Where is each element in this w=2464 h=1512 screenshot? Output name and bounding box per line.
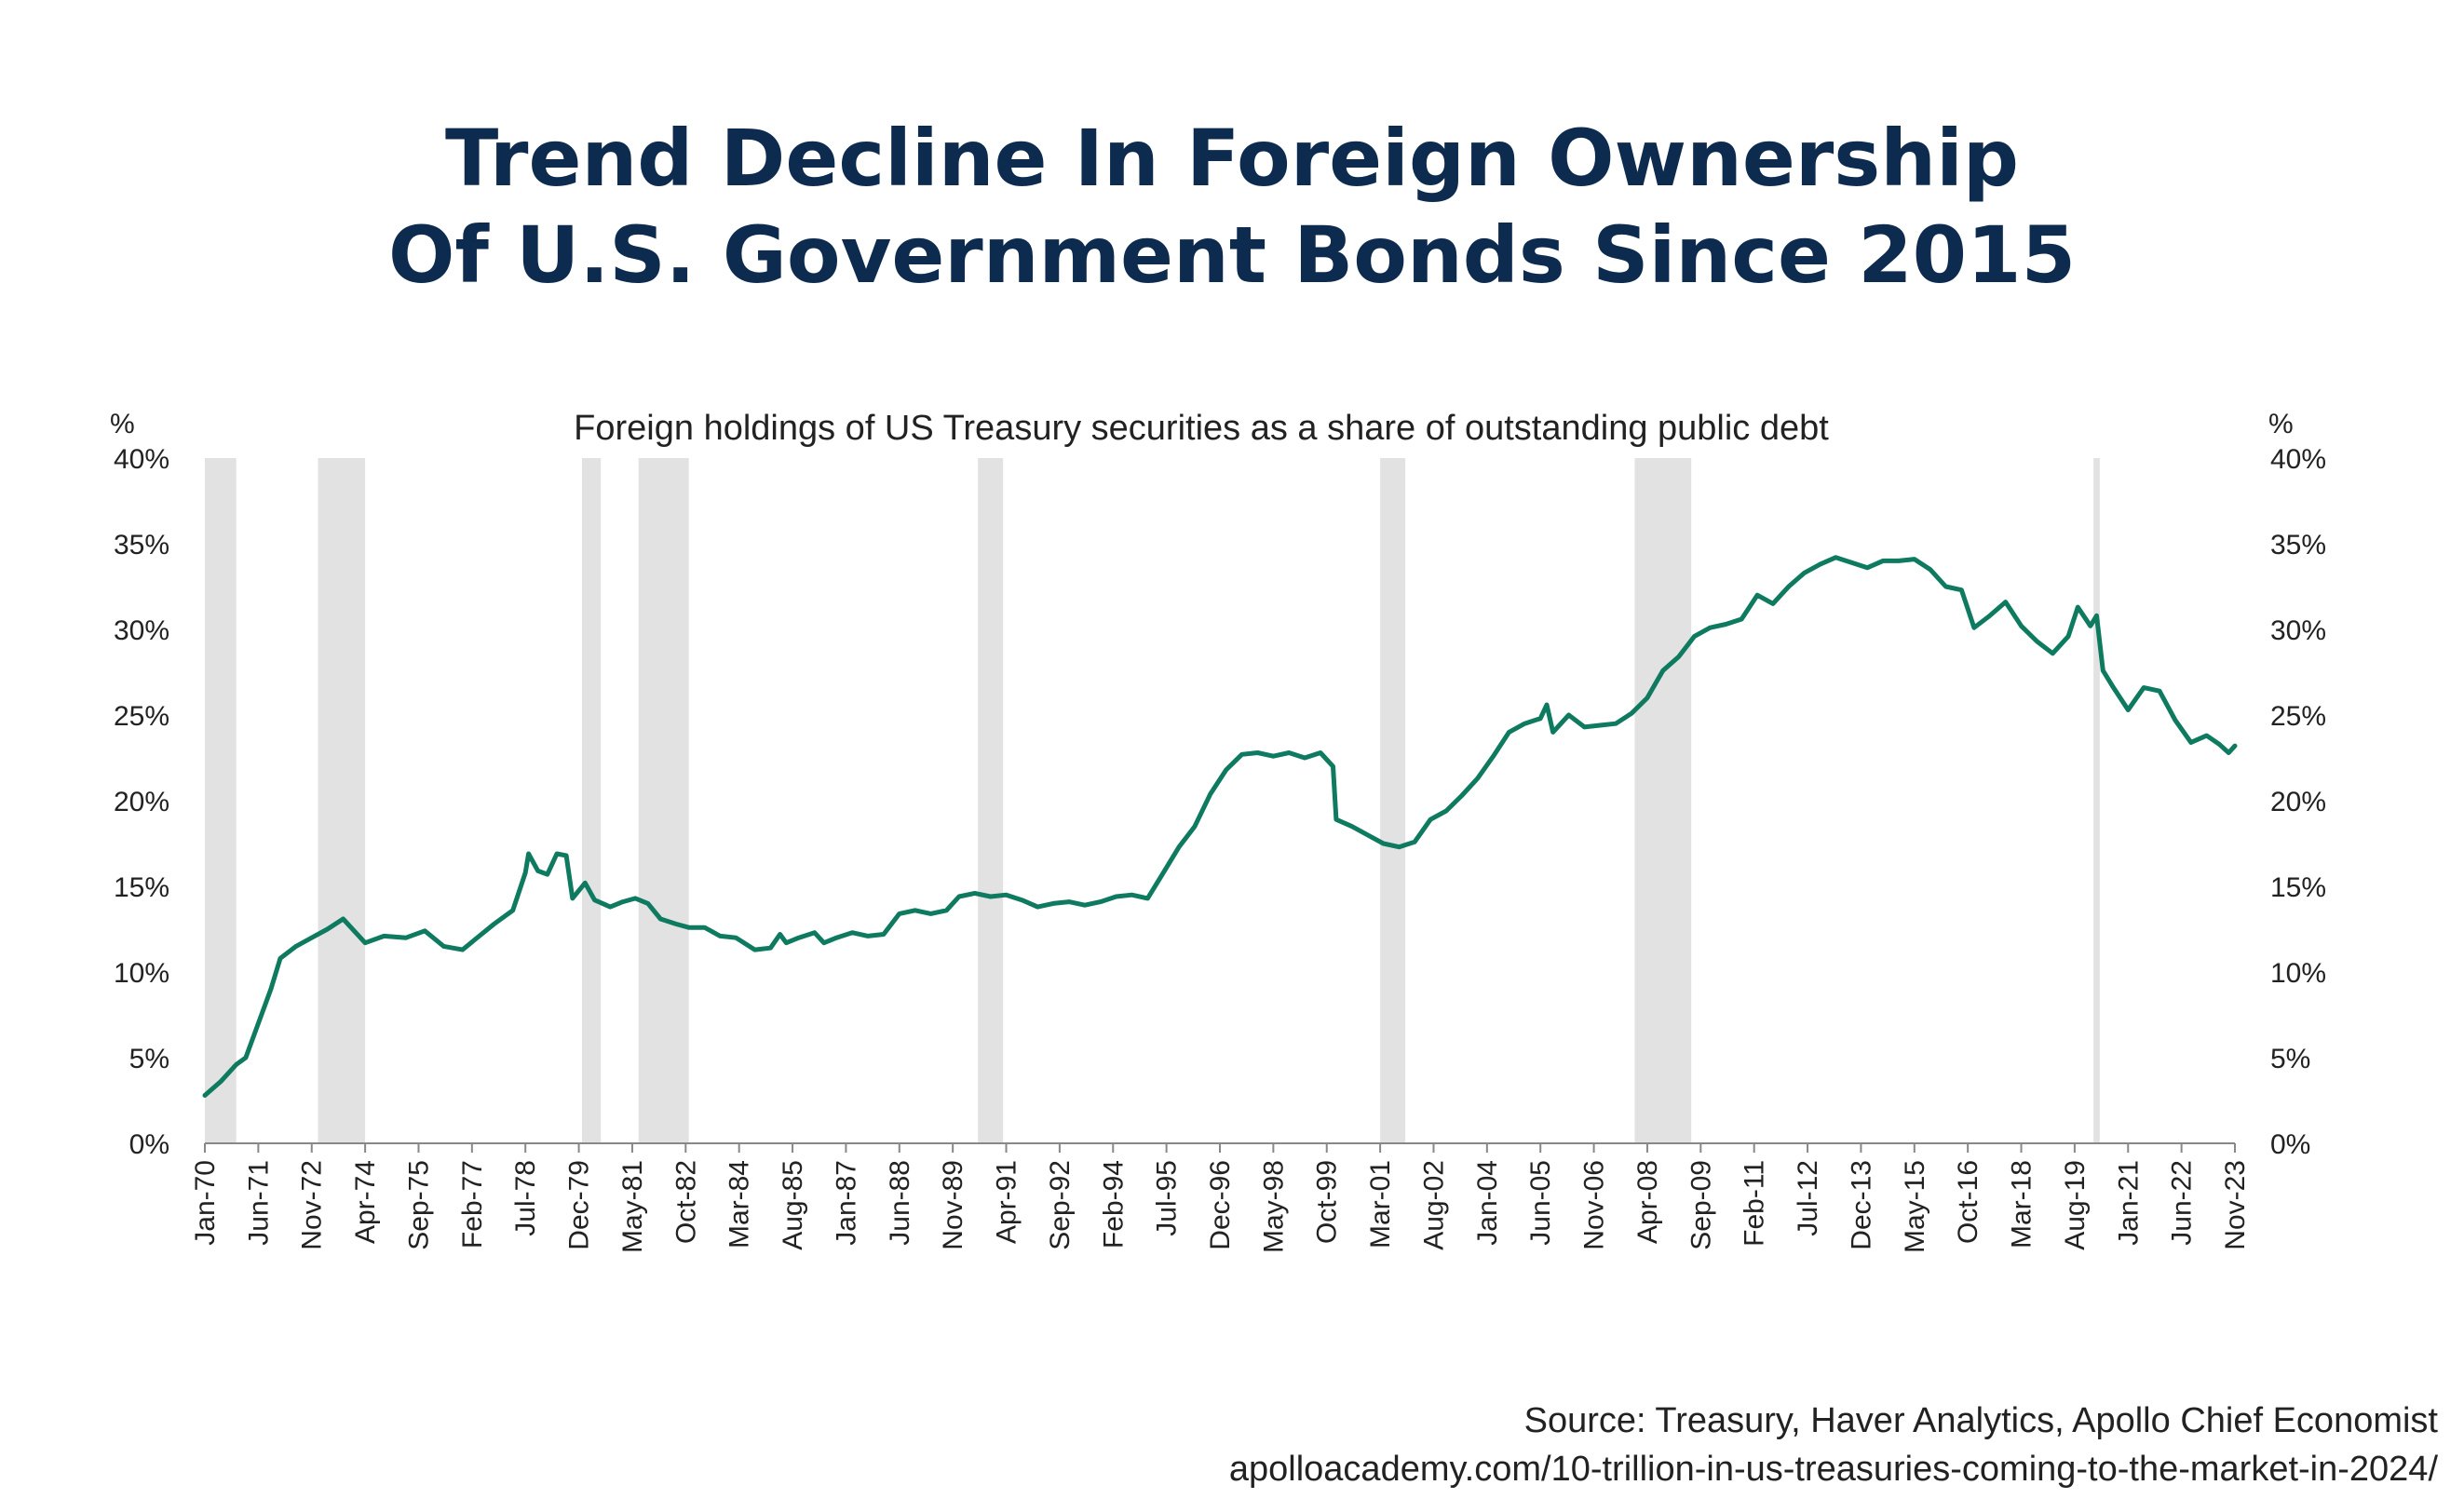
- x-tick-label: Feb-11: [1740, 1160, 1770, 1247]
- recession-shading: [205, 458, 2100, 1143]
- x-tick-label: Nov-89: [938, 1160, 968, 1250]
- y-tick-label-left: 40%: [114, 444, 169, 475]
- x-tick-label: Jun-88: [885, 1160, 915, 1246]
- x-tick-label: Mar-18: [2007, 1160, 2038, 1249]
- x-tick-label: Jan-87: [831, 1160, 861, 1246]
- x-tick-label: Sep-92: [1045, 1160, 1076, 1250]
- y-unit-left: %: [110, 409, 135, 439]
- y-tick-label-right: 0%: [2270, 1129, 2310, 1160]
- x-tick-label: Sep-75: [403, 1160, 434, 1250]
- y-tick-label-left: 15%: [114, 872, 169, 903]
- x-tick-label: Dec-13: [1846, 1160, 1876, 1250]
- x-tick-label: Jun-22: [2167, 1160, 2198, 1246]
- x-tick-label: Jul-12: [1793, 1160, 1823, 1236]
- x-tick-label: Nov-23: [2220, 1160, 2251, 1250]
- y-tick-label-left: 30%: [114, 615, 169, 646]
- x-tick-label: Apr-91: [992, 1160, 1022, 1244]
- x-axis: Jan-70 Jun-71 Nov-72 Apr-74 Sep-75 Feb-77 Jul-…: [190, 1142, 2251, 1253]
- page-title: Trend Decline In Foreign Ownership Of U.…: [0, 110, 2464, 304]
- y-tick-label-left: 10%: [114, 958, 169, 989]
- series-line: [202, 555, 2238, 1098]
- title-line-2: Of U.S. Government Bonds Since 2015: [387, 209, 2077, 301]
- recession-band: [978, 458, 1004, 1143]
- y-tick-label-right: 25%: [2270, 701, 2326, 732]
- x-tick-label: May-98: [1258, 1160, 1289, 1253]
- recession-band: [581, 458, 602, 1143]
- x-tick-label: Aug-19: [2060, 1160, 2091, 1250]
- source-line: Source: Treasury, Haver Analytics, Apoll…: [1523, 1401, 2438, 1440]
- recession-band: [318, 458, 366, 1143]
- source-url: apolloacademy.com/10-trillion-in-us-trea…: [1228, 1450, 2438, 1489]
- x-tick-label: Jan-21: [2113, 1160, 2144, 1246]
- x-tick-label: Mar-01: [1365, 1160, 1396, 1249]
- x-tick-label: Oct-16: [1953, 1160, 1983, 1244]
- y-tick-label-right: 40%: [2270, 444, 2326, 475]
- x-tick-label: Aug-02: [1418, 1160, 1449, 1250]
- y-tick-label-left: 0%: [129, 1129, 169, 1160]
- recession-band: [205, 458, 237, 1143]
- x-tick-label: Sep-09: [1686, 1160, 1716, 1250]
- x-tick-label: Jun-05: [1525, 1160, 1556, 1246]
- recession-band: [1634, 458, 1692, 1143]
- recession-band: [1380, 458, 1406, 1143]
- line-chart: Foreign holdings of US Treasury securiti…: [110, 409, 2326, 1253]
- x-tick-label: Dec-96: [1205, 1160, 1236, 1250]
- y-tick-label-left: 20%: [114, 787, 169, 817]
- y-tick-label-right: 35%: [2270, 530, 2326, 560]
- y-tick-label-right: 20%: [2270, 787, 2326, 817]
- title-line-1: Trend Decline In Foreign Ownership: [444, 113, 2019, 204]
- x-tick-label: Jan-70: [190, 1160, 221, 1246]
- x-tick-label: Dec-79: [564, 1160, 595, 1250]
- x-tick-label: Mar-84: [724, 1160, 755, 1249]
- y-tick-label-left: 35%: [114, 530, 169, 560]
- chart-title: Foreign holdings of US Treasury securiti…: [574, 409, 1829, 448]
- y-tick-label-right: 5%: [2270, 1044, 2310, 1074]
- y-tick-label-right: 10%: [2270, 958, 2326, 989]
- x-tick-label: May-81: [617, 1160, 648, 1253]
- x-tick-label: May-15: [1900, 1160, 1930, 1253]
- x-tick-label: Nov-72: [297, 1160, 328, 1250]
- recession-band: [2093, 458, 2100, 1143]
- x-tick-label: Nov-06: [1579, 1160, 1610, 1250]
- x-tick-label: Aug-85: [778, 1160, 808, 1250]
- x-tick-label: Jun-71: [243, 1160, 274, 1246]
- x-tick-label: Jan-04: [1472, 1160, 1503, 1246]
- x-tick-label: Apr-74: [350, 1160, 381, 1244]
- y-axis-left: 0% 5% 10% 15% 20% 25% 30% 35% 40%: [114, 444, 169, 1160]
- y-tick-label-left: 25%: [114, 701, 169, 732]
- x-tick-label: Feb-77: [457, 1160, 488, 1249]
- x-tick-label: Feb-94: [1098, 1160, 1129, 1249]
- x-tick-label: Apr-08: [1632, 1160, 1663, 1244]
- x-tick-label: Jul-95: [1152, 1160, 1183, 1236]
- x-tick-label: Jul-78: [510, 1160, 541, 1236]
- y-axis-right: 0% 5% 10% 15% 20% 25% 30% 35% 40%: [2270, 444, 2326, 1160]
- y-tick-label-right: 30%: [2270, 615, 2326, 646]
- recession-band: [638, 458, 689, 1143]
- x-tick-label: Oct-99: [1312, 1160, 1343, 1244]
- y-tick-label-left: 5%: [129, 1044, 169, 1074]
- y-tick-label-right: 15%: [2270, 872, 2326, 903]
- source-note: Source: Treasury, Haver Analytics, Apoll…: [1229, 1397, 2438, 1493]
- y-unit-right: %: [2268, 409, 2294, 439]
- x-tick-label: Oct-82: [670, 1160, 701, 1244]
